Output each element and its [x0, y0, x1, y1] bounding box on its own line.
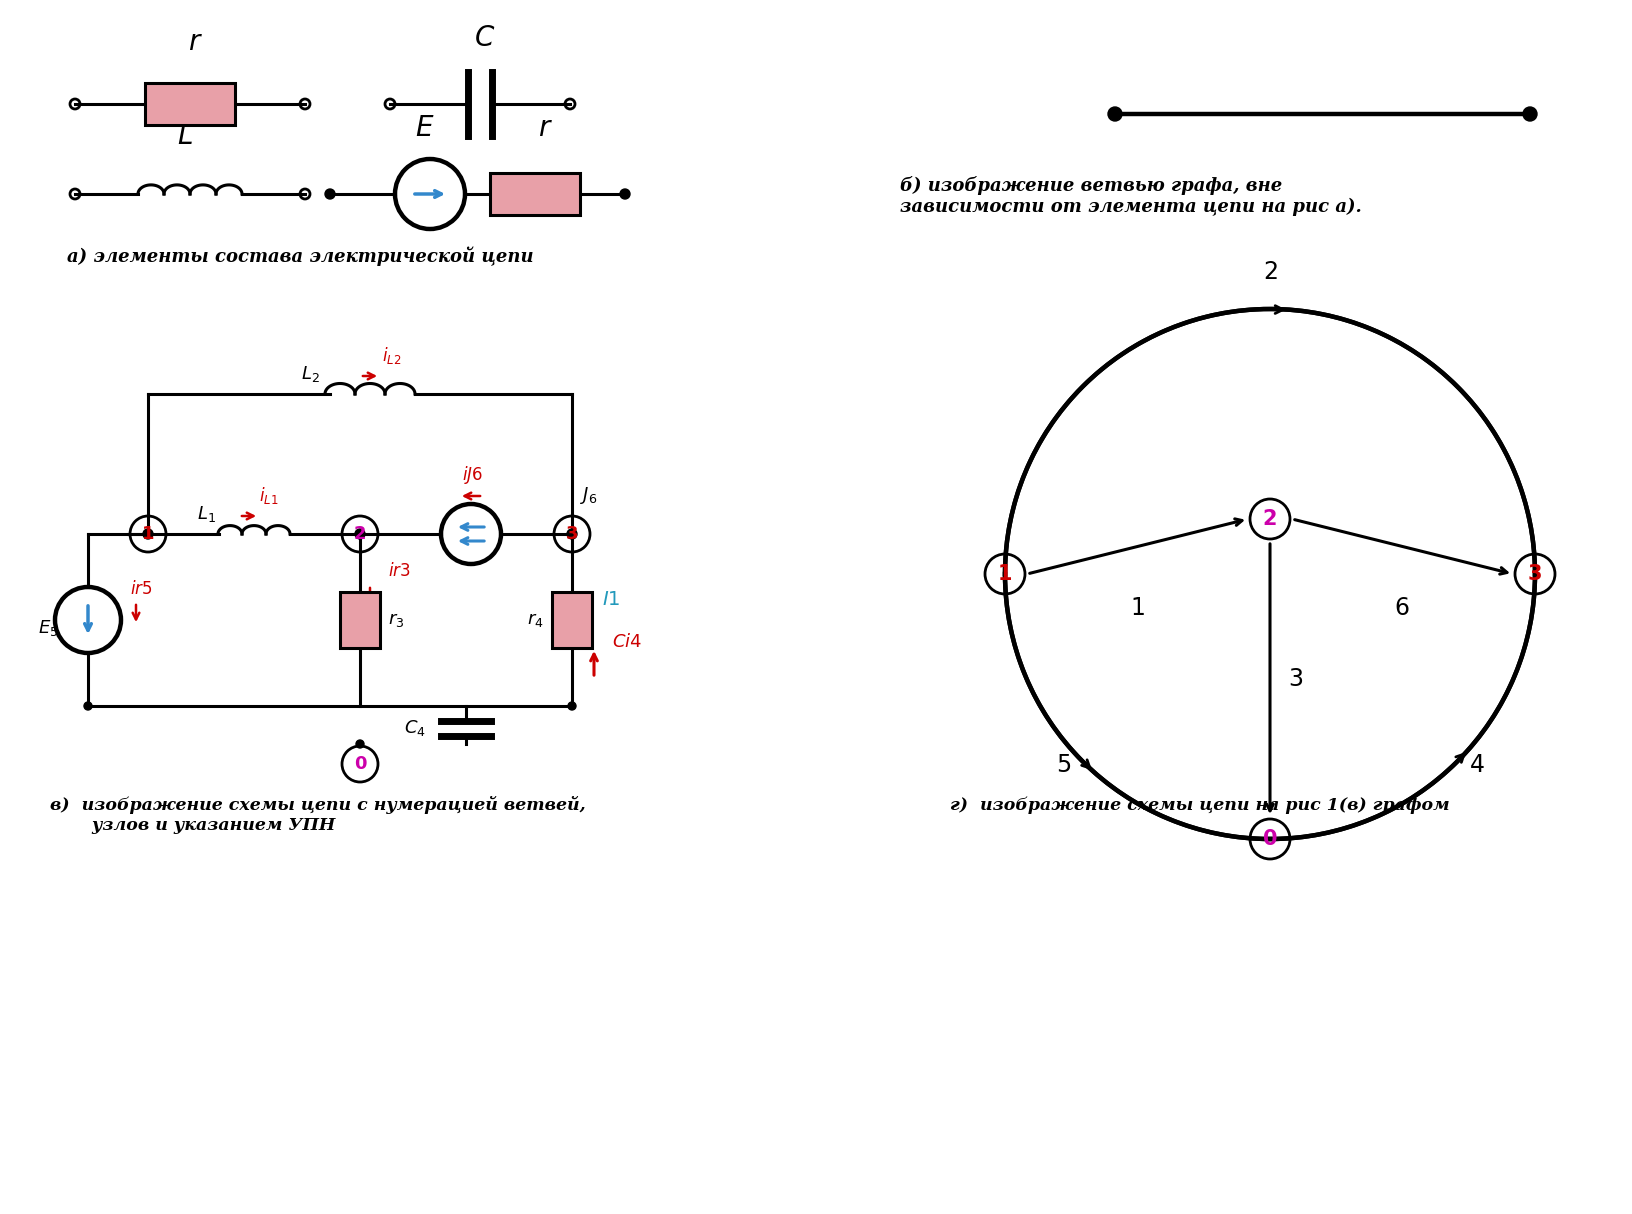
Text: $r$: $r$	[537, 115, 552, 142]
Text: $C_4$: $C_4$	[405, 717, 426, 738]
Text: $r_4$: $r_4$	[527, 611, 543, 629]
Text: $ir3$: $ir3$	[388, 562, 411, 580]
Text: $C$: $C$	[475, 25, 496, 52]
Text: 2: 2	[354, 524, 366, 543]
Text: а) элементы состава электрической цепи: а) элементы состава электрической цепи	[67, 246, 534, 266]
Circle shape	[620, 189, 630, 199]
Text: 3: 3	[1528, 565, 1542, 584]
Text: $I1$: $I1$	[602, 591, 620, 609]
Text: $2$: $2$	[1263, 260, 1278, 284]
Bar	[339, 592, 380, 648]
Circle shape	[1108, 107, 1123, 121]
Circle shape	[356, 529, 366, 539]
Text: 1: 1	[997, 565, 1012, 584]
Bar	[490, 174, 579, 215]
Circle shape	[356, 741, 364, 748]
Bar	[552, 592, 592, 648]
Circle shape	[568, 702, 576, 710]
Text: 0: 0	[354, 755, 366, 773]
Text: $E_5$: $E_5$	[38, 618, 59, 639]
Circle shape	[144, 529, 153, 539]
Text: $4$: $4$	[1469, 753, 1485, 777]
Text: 2: 2	[1263, 509, 1278, 529]
Text: $J_6$: $J_6$	[579, 486, 597, 506]
Text: б) изображение ветвью графа, вне
зависимости от элемента цепи на рис а).: б) изображение ветвью графа, вне зависим…	[899, 176, 1361, 216]
Text: $L_1$: $L_1$	[197, 504, 215, 524]
Text: $3$: $3$	[1288, 666, 1302, 691]
Text: $i_{L2}$: $i_{L2}$	[382, 345, 401, 365]
Text: 0: 0	[1263, 829, 1278, 849]
Circle shape	[83, 702, 91, 710]
Circle shape	[325, 189, 335, 199]
Text: $L$: $L$	[178, 123, 193, 151]
Text: $6$: $6$	[1394, 596, 1410, 620]
Bar	[145, 83, 235, 125]
Text: $Ci4$: $Ci4$	[612, 632, 641, 651]
Text: $5$: $5$	[1056, 753, 1071, 777]
Text: $E$: $E$	[415, 115, 434, 142]
Text: $r$: $r$	[188, 29, 202, 56]
Text: $i_{L1}$: $i_{L1}$	[259, 486, 279, 506]
Text: $iJ6$: $iJ6$	[462, 464, 483, 486]
Text: 1: 1	[142, 524, 155, 543]
Text: г)  изображение схемы цепи на рис 1(в) графом: г) изображение схемы цепи на рис 1(в) гр…	[950, 796, 1449, 813]
Circle shape	[1523, 107, 1537, 121]
Text: $1$: $1$	[1129, 596, 1144, 620]
Text: $r_3$: $r_3$	[388, 611, 405, 629]
Text: $ir5$: $ir5$	[131, 580, 152, 599]
Text: $L_2$: $L_2$	[302, 364, 320, 384]
Circle shape	[566, 529, 578, 539]
Text: в)  изображение схемы цепи с нумерацией ветвей,
       узлов и указанием УПН: в) изображение схемы цепи с нумерацией в…	[51, 796, 586, 834]
Text: 3: 3	[566, 524, 578, 543]
